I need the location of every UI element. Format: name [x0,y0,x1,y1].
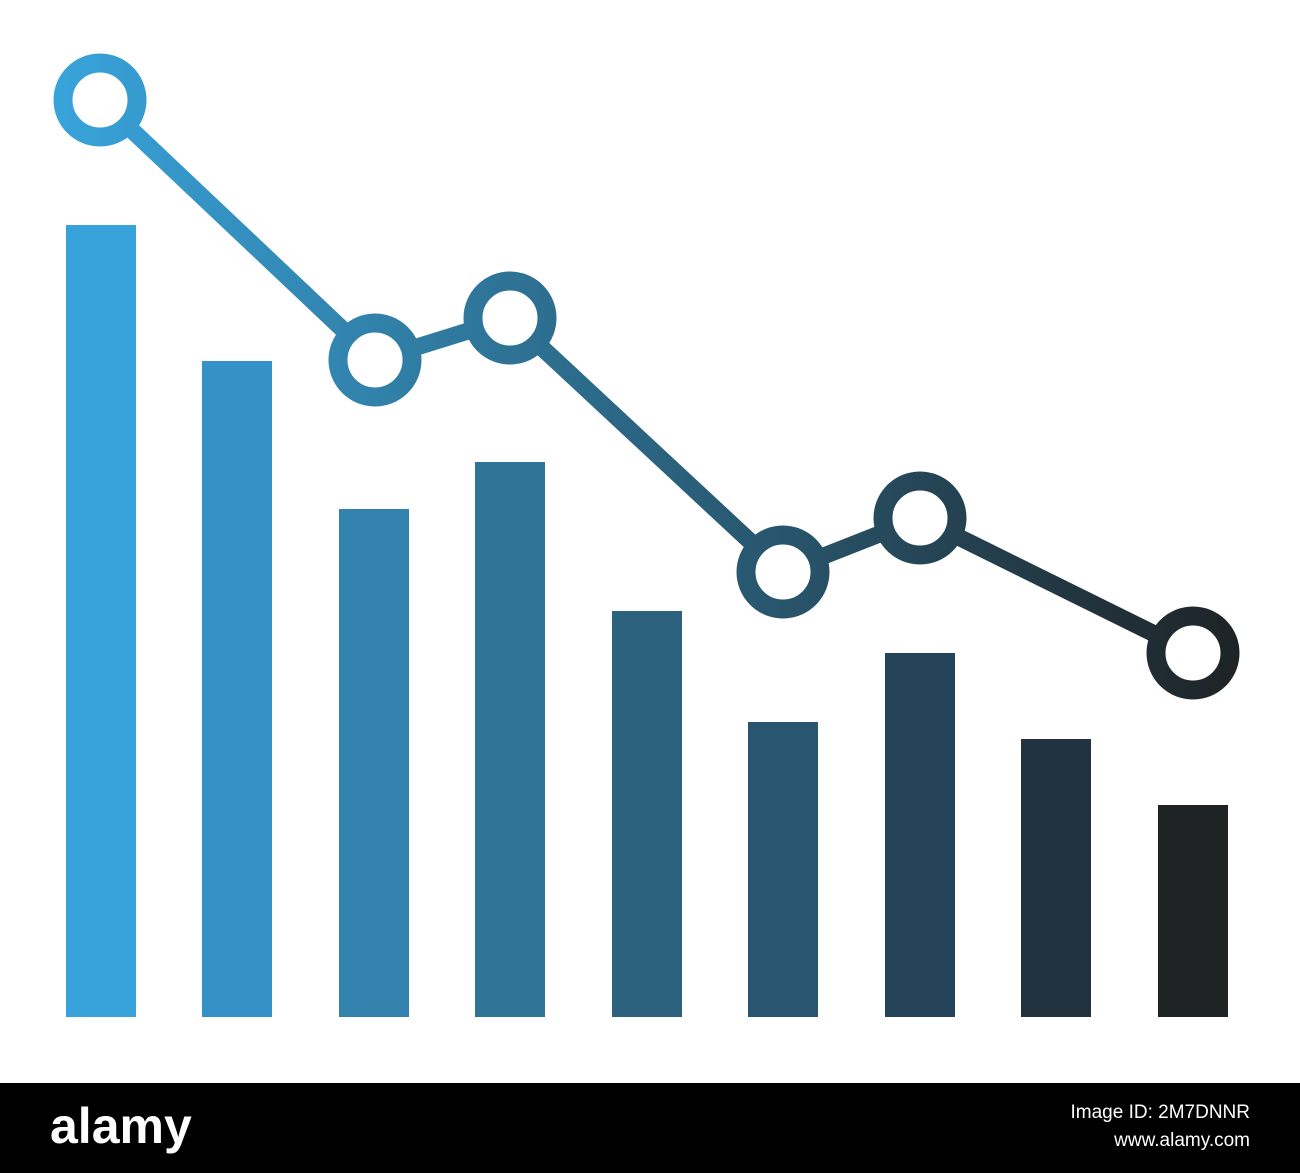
footer-band [0,1083,1300,1173]
bar [612,611,682,1017]
image-id: Image ID: 2M7DNNR [1071,1102,1251,1123]
bar [1158,805,1228,1017]
line-marker [873,471,967,565]
bar [339,509,409,1017]
bar [202,361,272,1017]
bar [885,653,955,1017]
bar [66,225,136,1017]
bar [1021,739,1091,1017]
line-marker [463,271,557,365]
line-marker [53,53,147,147]
logo: alamy [50,1098,192,1154]
url: www.alamy.com [1113,1130,1250,1151]
bar [475,462,545,1017]
line-marker [1146,606,1240,700]
line-marker [328,313,422,407]
plot [53,53,1240,1017]
bar [748,722,818,1017]
line [94,93,1197,661]
line-marker [736,525,830,619]
